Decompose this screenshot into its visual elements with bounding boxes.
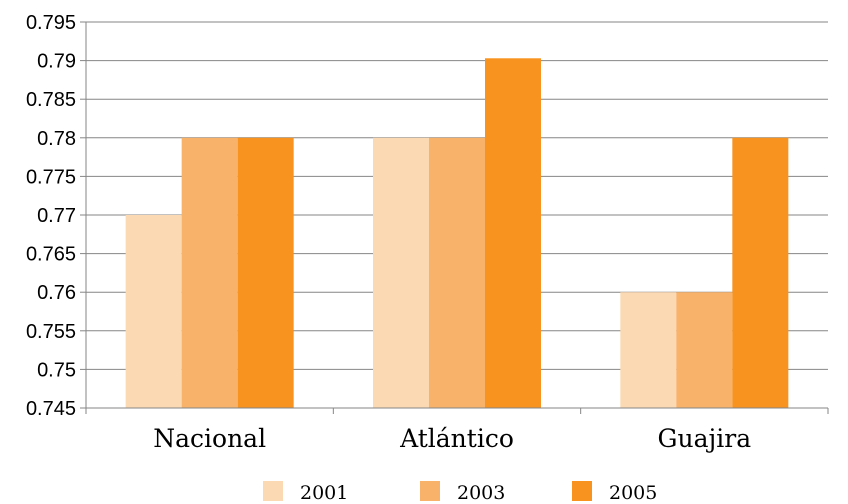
bar-2001 bbox=[125, 215, 182, 408]
legend-swatch-2003 bbox=[420, 481, 440, 501]
y-tick-label: 0.795 bbox=[26, 12, 76, 34]
y-axis-ticks: 0.745 0.75 0.755 0.76 0.765 0.77 0.775 0.78 0.78… bbox=[26, 12, 86, 420]
bars bbox=[125, 58, 789, 409]
y-tick-label: 0.765 bbox=[26, 244, 76, 266]
legend-label: 2003 bbox=[457, 482, 505, 504]
x-category-label: Nacional bbox=[153, 424, 266, 453]
x-category-label: Guajira bbox=[658, 424, 752, 453]
category-labels: Nacional Atlántico Guajira bbox=[153, 424, 751, 453]
bar-2003 bbox=[676, 292, 733, 408]
y-tick-label: 0.755 bbox=[26, 321, 76, 343]
legend-swatch-2005 bbox=[572, 481, 592, 501]
legend-label: 2001 bbox=[300, 482, 348, 504]
y-tick-label: 0.75 bbox=[37, 359, 76, 381]
legend-swatch-2001 bbox=[263, 481, 283, 501]
x-category-label: Atlántico bbox=[399, 424, 514, 453]
y-tick-label: 0.79 bbox=[37, 51, 76, 73]
y-tick-label: 0.785 bbox=[26, 89, 76, 111]
bar-2005 bbox=[732, 137, 789, 409]
y-tick-label: 0.78 bbox=[37, 128, 76, 150]
bar-2005 bbox=[237, 137, 294, 409]
y-tick-label: 0.76 bbox=[37, 282, 76, 304]
y-tick-label: 0.745 bbox=[26, 398, 76, 420]
bar-2003 bbox=[429, 137, 485, 409]
x-axis-ticks bbox=[85, 408, 829, 414]
y-tick-label: 0.77 bbox=[37, 205, 76, 227]
bar-2001 bbox=[373, 137, 429, 409]
bar-2001 bbox=[620, 292, 677, 408]
y-tick-label: 0.775 bbox=[26, 166, 76, 188]
bar-2003 bbox=[181, 137, 238, 409]
legend-label: 2005 bbox=[609, 482, 657, 504]
bar-2005 bbox=[485, 58, 541, 409]
legend: 2001 2003 2005 bbox=[263, 481, 657, 504]
